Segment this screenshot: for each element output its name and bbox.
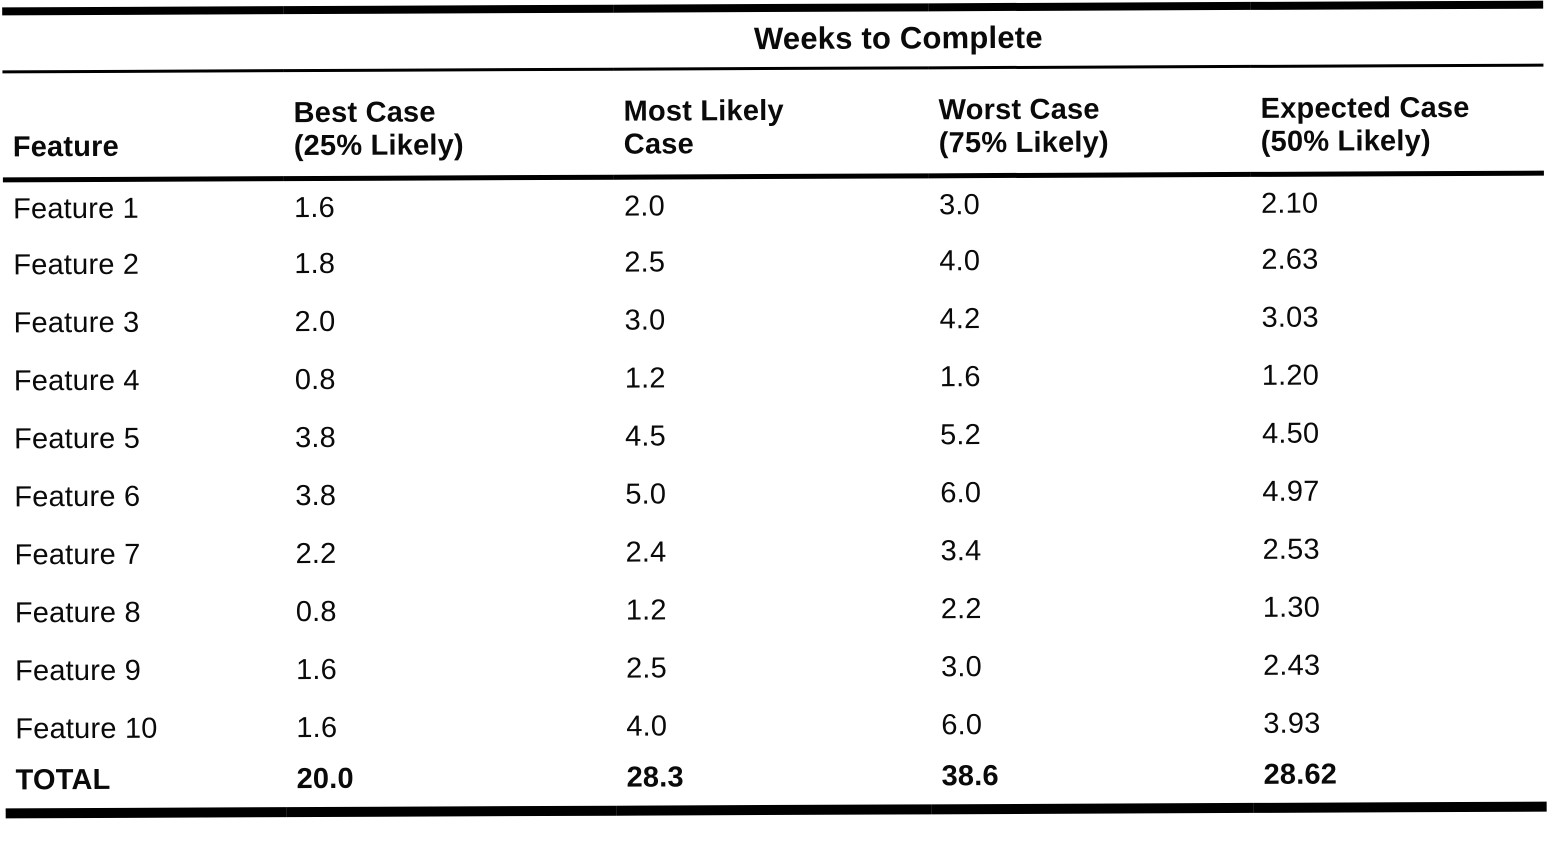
worst-case-cell: 4.0 <box>939 245 981 278</box>
table-row: Feature 4 0.8 1.2 1.6 1.20 <box>4 347 1545 412</box>
most-likely-cell: 5.0 <box>625 478 667 511</box>
best-case-cell: 1.6 <box>293 191 336 224</box>
header-most-likely-line2: Case <box>623 128 694 161</box>
expected-case-cell: 4.97 <box>1262 475 1320 509</box>
table-row: Feature 2 1.8 2.5 4.0 2.63 <box>3 231 1544 296</box>
worst-case-cell: 2.2 <box>940 593 982 626</box>
most-likely-cell: 1.2 <box>624 362 666 395</box>
expected-case-cell: 2.10 <box>1260 187 1319 220</box>
best-case-cell: 2.2 <box>295 538 337 571</box>
expected-case-cell: 1.30 <box>1262 591 1321 625</box>
most-likely-cell: 2.5 <box>624 246 666 279</box>
header-feature-label: Feature <box>12 131 120 164</box>
table-row: Feature 3 2.0 3.0 4.2 3.03 <box>3 289 1544 354</box>
most-likely-cell: 1.2 <box>625 594 667 627</box>
expected-case-cell: 2.63 <box>1261 243 1319 277</box>
header-worst-case-line2: (75% Likely) <box>938 126 1109 160</box>
most-likely-cell: 3.0 <box>624 304 666 337</box>
best-case-cell: 2.0 <box>294 306 336 339</box>
expected-case-cell: 3.93 <box>1263 707 1321 741</box>
feature-cell: Feature 5 <box>13 423 141 456</box>
most-likely-cell: 2.5 <box>625 652 668 685</box>
header-best-case: Best Case (25% Likely) <box>283 69 613 178</box>
table-row: Feature 1 1.6 2.0 3.0 2.10 <box>3 173 1544 238</box>
most-likely-cell: 2.4 <box>625 536 667 569</box>
worst-case-cell: 5.2 <box>939 419 982 452</box>
feature-cell: Feature 3 <box>13 307 140 340</box>
total-row: TOTAL 20.0 28.3 38.6 28.62 <box>5 752 1547 814</box>
header-worst-case-line1: Worst Case <box>938 93 1100 127</box>
table-row: Feature 9 1.6 2.5 3.0 2.43 <box>5 637 1546 702</box>
total-label: TOTAL <box>15 763 111 797</box>
table-row: Feature 6 3.8 5.0 6.0 4.97 <box>4 463 1545 528</box>
best-case-cell: 0.8 <box>295 596 337 629</box>
feature-cell: Feature 7 <box>14 539 141 572</box>
feature-cell: Feature 2 <box>13 249 140 282</box>
header-best-case-line1: Best Case <box>293 96 436 129</box>
most-likely-cell: 4.0 <box>626 710 668 743</box>
feature-cell: Feature 6 <box>14 481 141 514</box>
header-most-likely: Most Likely Case <box>613 67 928 176</box>
best-case-cell: 1.8 <box>294 248 336 281</box>
worst-case-cell: 4.2 <box>939 303 981 336</box>
header-expected-case-line1: Expected Case <box>1260 91 1470 125</box>
worst-case-cell: 1.6 <box>939 361 981 394</box>
most-likely-cell: 4.5 <box>624 420 667 453</box>
best-case-cell: 3.8 <box>294 422 337 455</box>
most-likely-cell: 2.0 <box>623 190 666 223</box>
best-case-cell: 1.6 <box>296 712 338 745</box>
expected-case-cell: 2.53 <box>1262 533 1320 567</box>
table-row: Feature 5 3.8 4.5 5.2 4.50 <box>4 405 1545 470</box>
header-feature: Feature <box>2 70 283 179</box>
best-case-cell: 1.6 <box>295 654 338 687</box>
best-case-cell: 0.8 <box>294 364 336 397</box>
expected-case-cell: 2.43 <box>1262 649 1321 683</box>
feature-cell: Feature 10 <box>15 713 158 746</box>
expected-case-cell: 1.20 <box>1261 359 1320 393</box>
header-best-case-line2: (25% Likely) <box>293 129 464 163</box>
feature-cell: Feature 8 <box>14 597 141 630</box>
feature-cell: Feature 9 <box>14 655 142 688</box>
table-row: Feature 8 0.8 1.2 2.2 1.30 <box>5 579 1546 644</box>
table-title-row: Weeks to Complete <box>2 4 1544 72</box>
table-row: Feature 7 2.2 2.4 3.4 2.53 <box>4 521 1545 586</box>
estimation-table: Weeks to Complete Feature Best Case (25%… <box>2 1 1547 819</box>
column-header-row: Feature Best Case (25% Likely) Most Like… <box>2 64 1544 180</box>
header-expected-case: Expected Case (50% Likely) <box>1250 65 1544 174</box>
worst-case-cell: 3.0 <box>938 188 981 221</box>
total-worst-case: 38.6 <box>941 759 999 793</box>
total-best-case: 20.0 <box>296 762 354 795</box>
title-spacer-cell <box>2 10 283 71</box>
feature-cell: Feature 1 <box>12 192 140 225</box>
table-row: Feature 10 1.6 4.0 6.0 3.93 <box>5 695 1546 760</box>
header-most-likely-line1: Most Likely <box>623 94 784 128</box>
header-expected-case-line2: (50% Likely) <box>1260 125 1431 159</box>
header-worst-case: Worst Case (75% Likely) <box>928 66 1250 175</box>
total-expected-case: 28.62 <box>1263 758 1338 791</box>
worst-case-cell: 3.0 <box>940 651 983 684</box>
total-most-likely: 28.3 <box>626 761 684 794</box>
expected-case-cell: 3.03 <box>1261 301 1319 335</box>
worst-case-cell: 3.4 <box>940 535 982 568</box>
worst-case-cell: 6.0 <box>941 709 983 742</box>
best-case-cell: 3.8 <box>295 480 337 513</box>
expected-case-cell: 4.50 <box>1261 417 1320 451</box>
feature-cell: Feature 4 <box>13 365 140 398</box>
table-title: Weeks to Complete <box>753 20 1043 57</box>
worst-case-cell: 6.0 <box>940 477 982 510</box>
